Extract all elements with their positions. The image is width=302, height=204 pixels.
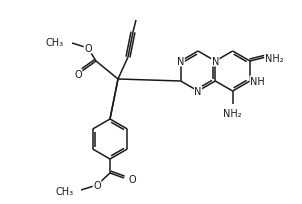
Text: CH₃: CH₃	[56, 186, 74, 196]
Text: NH: NH	[250, 77, 265, 86]
Text: N: N	[194, 86, 202, 96]
Text: CH₃: CH₃	[46, 38, 64, 48]
Text: O: O	[93, 180, 101, 190]
Text: N: N	[212, 57, 219, 67]
Text: O: O	[74, 70, 82, 80]
Text: NH₂: NH₂	[223, 109, 242, 118]
Text: N: N	[177, 57, 184, 67]
Text: O: O	[128, 174, 136, 184]
Text: O: O	[84, 44, 92, 54]
Text: NH₂: NH₂	[265, 54, 283, 64]
